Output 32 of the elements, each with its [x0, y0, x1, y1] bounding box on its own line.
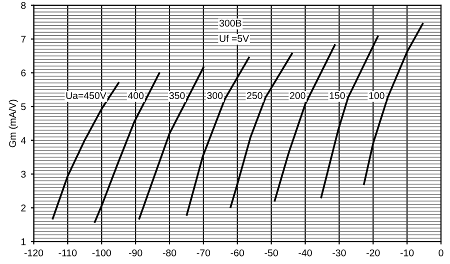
- x-tick-label: -20: [366, 249, 380, 256]
- y-tick-label: 7: [21, 36, 26, 43]
- series-label: Ua=450V: [66, 92, 106, 100]
- x-tick-label: -120: [24, 249, 44, 256]
- series-label: 200: [290, 92, 306, 100]
- x-tick-label: -10: [400, 249, 414, 256]
- series-label: 350: [169, 92, 185, 100]
- series-label: 300: [207, 92, 223, 100]
- x-tick-label: -110: [58, 249, 77, 256]
- y-tick-label: 5: [21, 103, 26, 110]
- y-tick-label: 8: [21, 2, 26, 9]
- annotation: Uf =5V: [220, 34, 249, 42]
- series-label: 250: [247, 92, 262, 100]
- series-label: 400: [128, 92, 144, 100]
- series-label: 150: [330, 92, 345, 100]
- x-tick-label: -50: [264, 249, 278, 256]
- y-tick-label: 6: [21, 70, 26, 76]
- x-tick-label: 0: [438, 249, 444, 256]
- x-tick-label: -90: [128, 249, 142, 256]
- y-tick-label: 2: [21, 204, 26, 212]
- x-tick-label: -70: [196, 249, 210, 256]
- x-tick-label: -40: [298, 249, 312, 256]
- y-tick-label: 3: [21, 170, 26, 178]
- annotation: 300B: [219, 20, 242, 27]
- x-tick-label: -80: [162, 249, 176, 256]
- series-label: 100: [369, 92, 384, 100]
- y-tick-label: 4: [20, 137, 26, 144]
- x-tick-label: -30: [332, 249, 346, 256]
- y-axis-title: Gm (mA/V): [8, 100, 18, 148]
- x-tick-label: -100: [92, 249, 111, 256]
- x-tick-label: -60: [230, 249, 244, 256]
- y-tick-label: 1: [21, 238, 26, 246]
